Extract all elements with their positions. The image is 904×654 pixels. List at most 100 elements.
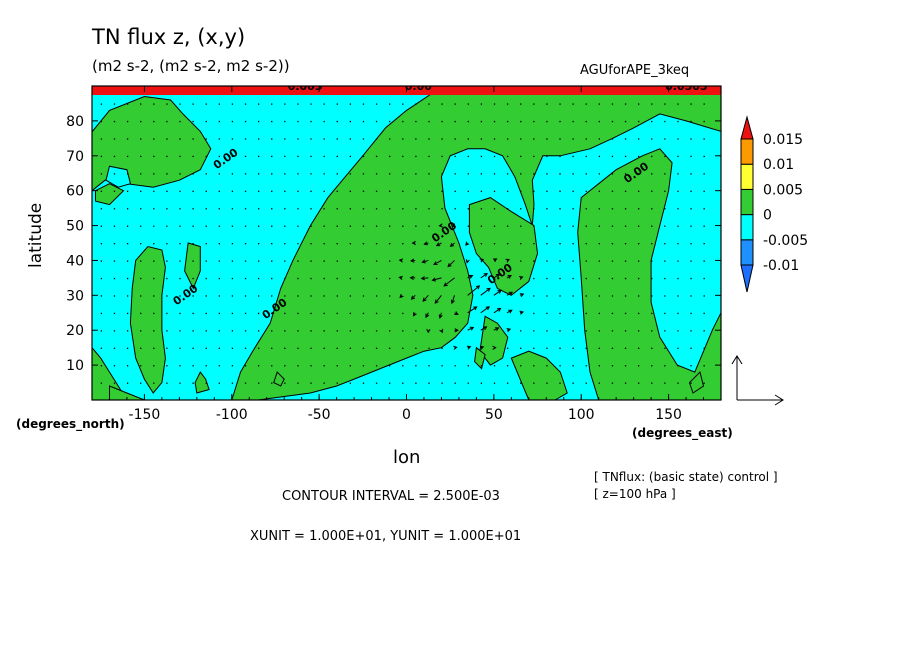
vector-dot	[441, 190, 443, 192]
vector-dot	[153, 312, 155, 315]
vector-dot	[454, 208, 456, 210]
vector-dot	[100, 120, 103, 123]
vector-dot	[271, 382, 273, 384]
vector-dot	[428, 155, 430, 158]
vector-dot	[638, 138, 640, 140]
vector-dot	[257, 365, 260, 367]
vector-dot	[336, 347, 338, 349]
vector-dot	[271, 347, 273, 349]
vector-head	[438, 314, 443, 319]
vector-dot	[598, 260, 600, 262]
vector-dot	[244, 103, 247, 105]
vector-dot	[375, 120, 378, 123]
vector-dot	[638, 260, 640, 262]
vector-dot	[533, 208, 535, 210]
vector-dot	[506, 190, 509, 192]
vector-dot	[126, 120, 129, 123]
vector-dot	[506, 173, 509, 175]
vector-head	[447, 263, 452, 268]
vector-dot	[153, 382, 155, 384]
vector-dot	[546, 173, 548, 175]
vector-dot	[323, 312, 325, 315]
vector-dot	[585, 312, 587, 315]
vector-dot	[546, 243, 548, 245]
vector-dot	[546, 190, 548, 192]
vector-dot	[572, 330, 574, 332]
vector-dot	[611, 260, 614, 262]
vector-dot	[244, 365, 247, 367]
vector-dot	[624, 312, 627, 315]
vector-dot	[611, 243, 614, 245]
vector-head	[493, 258, 498, 263]
vector-dot	[677, 120, 679, 123]
vector-dot	[480, 382, 483, 384]
vector-dot	[126, 382, 129, 384]
vector-dot	[611, 330, 614, 332]
vector-dot	[533, 312, 535, 315]
vector-dot	[126, 225, 129, 227]
vector-arrow	[493, 290, 502, 296]
vector-dot	[598, 190, 600, 192]
vector-dot	[153, 330, 155, 332]
vector-dot	[271, 173, 273, 175]
vector-dot	[559, 225, 561, 227]
vector-dot	[572, 260, 574, 262]
vector-dot	[323, 382, 325, 384]
vector-dot	[297, 208, 299, 210]
vector-dot	[520, 365, 522, 367]
vector-dot	[677, 155, 679, 158]
vector-dot	[428, 382, 430, 384]
vector-dot	[533, 260, 535, 262]
vector-dot	[231, 208, 234, 210]
vector-dot	[140, 330, 142, 332]
vector-dot	[218, 225, 220, 227]
vector-dot	[153, 295, 155, 297]
vector-dot	[257, 120, 260, 123]
vector-head	[399, 293, 404, 299]
vector-dot	[546, 138, 548, 140]
vector-dot	[179, 225, 181, 227]
vector-dot	[336, 312, 338, 315]
colorbar-label: 0	[763, 208, 772, 224]
vector-dot	[389, 365, 391, 367]
vector-dot	[493, 225, 496, 227]
vector-dot	[153, 155, 155, 158]
x-axis-label: lon	[393, 447, 421, 468]
vector-dot	[690, 243, 692, 245]
vector-head	[435, 242, 441, 247]
vector-dot	[506, 155, 509, 158]
green-spot-c	[474, 346, 486, 370]
vector-dot	[520, 103, 522, 105]
vector-dot	[100, 173, 103, 175]
vector-dot	[611, 225, 614, 227]
colorbar: -0.01 -0.005 0 0.005 0.01 0.015	[740, 115, 808, 293]
vector-dot	[546, 120, 548, 123]
vector-dot	[638, 365, 640, 367]
colorbar-band	[740, 138, 754, 165]
colorbar-band	[740, 214, 754, 241]
vector-dot	[664, 277, 666, 280]
vector-dot	[441, 365, 443, 367]
vector-dot	[703, 155, 705, 158]
vector-dot	[480, 190, 483, 192]
vector-dot	[493, 138, 496, 140]
vector-dot	[231, 138, 234, 140]
vector-dot	[179, 312, 181, 315]
vector-dot	[389, 208, 391, 210]
vector-dot	[362, 243, 365, 245]
vector-dot	[493, 155, 496, 158]
vector-dot	[690, 103, 692, 105]
vector-dot	[349, 155, 352, 158]
vector-dot	[428, 190, 430, 192]
vector-dot	[179, 382, 181, 384]
vector-dot	[244, 312, 247, 315]
vector-dot	[166, 208, 168, 210]
vector-dot	[336, 382, 338, 384]
vector-dot	[415, 208, 417, 210]
vector-dot	[362, 155, 365, 158]
vector-dot	[624, 260, 627, 262]
vector-dot	[231, 243, 234, 245]
vector-dot	[664, 120, 666, 123]
vector-dot	[362, 103, 365, 105]
vector-dot	[192, 330, 194, 332]
